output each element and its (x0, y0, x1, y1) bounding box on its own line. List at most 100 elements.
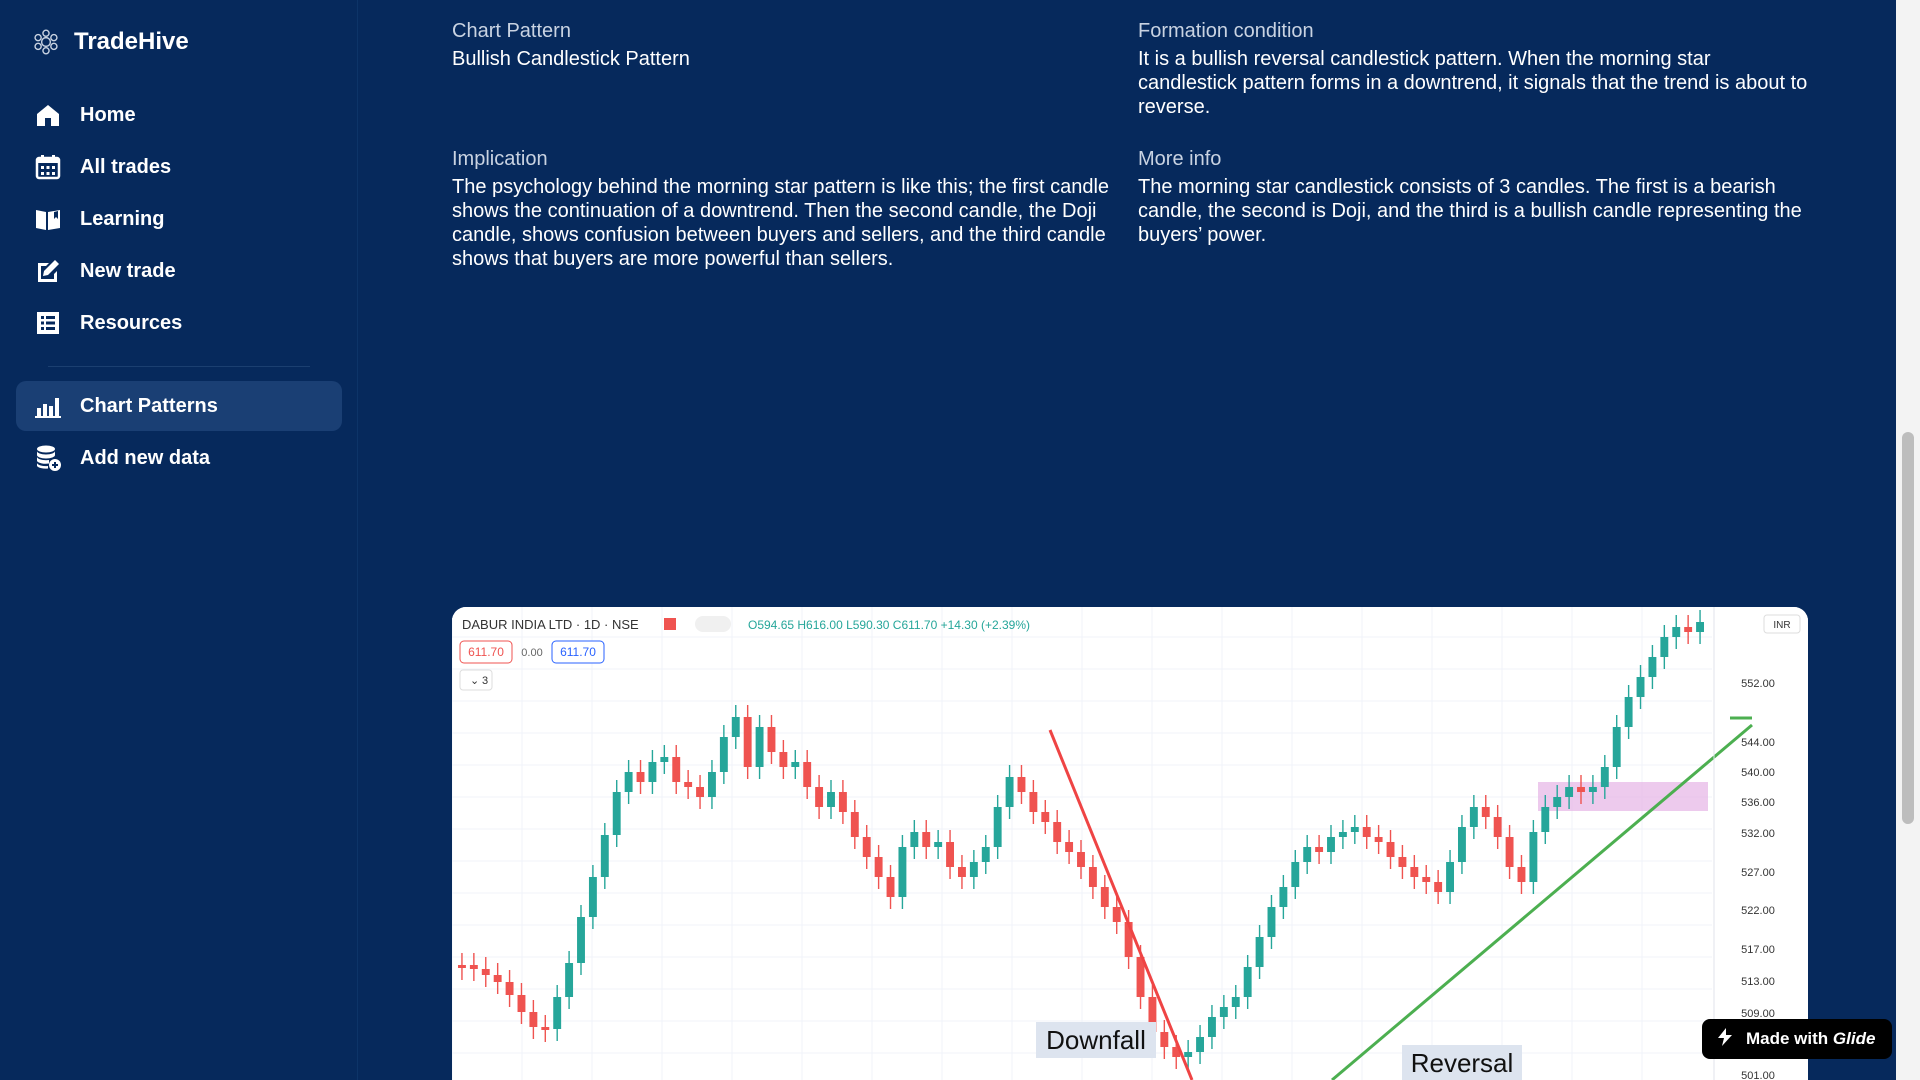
database-add-icon (34, 444, 62, 472)
sidebar-item-label: Resources (80, 311, 183, 334)
candle (743, 705, 752, 779)
candle (648, 750, 657, 794)
candle (1267, 895, 1276, 949)
y-tick-label: 513.00 (1741, 976, 1775, 988)
candle (1672, 615, 1681, 649)
candle (922, 820, 931, 859)
candle (1362, 815, 1371, 849)
app-name: TradeHive (74, 28, 189, 55)
candle (600, 823, 609, 889)
y-tick-label: 536.00 (1741, 797, 1775, 809)
chart-pattern-label: Chart Pattern (452, 20, 571, 42)
more-info-label: More info (1138, 148, 1222, 170)
candle (1184, 1040, 1193, 1069)
candle (529, 1000, 538, 1039)
currency-select[interactable] (1763, 614, 1801, 634)
candle (1041, 800, 1050, 834)
candle (1624, 685, 1633, 739)
candle (1112, 895, 1121, 934)
page-scrollbar[interactable] (1896, 0, 1920, 1080)
candle (815, 775, 824, 819)
candle (672, 745, 681, 794)
buy-price-box[interactable] (551, 640, 605, 664)
candle (838, 780, 847, 824)
candle (1100, 875, 1109, 919)
candle (993, 795, 1002, 859)
candle (898, 835, 907, 909)
sidebar-item-learning[interactable]: Learning (16, 194, 342, 244)
candle (934, 830, 943, 859)
sidebar-item-label: Learning (80, 207, 165, 230)
candle (874, 845, 883, 889)
toggle-pill[interactable] (695, 616, 731, 632)
candle (1577, 775, 1585, 804)
currency-label: INR (1773, 620, 1790, 631)
candle (1565, 775, 1574, 809)
y-tick-label: 509.00 (1741, 1008, 1775, 1020)
chart-symbol-header: DABUR INDIA LTD · 1D · NSE (462, 617, 639, 632)
support-zone (1538, 782, 1708, 811)
glide-logo-icon (1714, 1026, 1736, 1053)
candle (969, 850, 978, 889)
candle (1422, 865, 1431, 894)
candle (1208, 1005, 1216, 1049)
candle (1160, 1020, 1169, 1059)
candle (958, 855, 966, 889)
candle (708, 760, 716, 809)
sidebar-item-label: Add new data (80, 446, 211, 469)
downfall-annotation: Downfall (1046, 1025, 1146, 1055)
candle (588, 865, 597, 929)
candle (1255, 925, 1264, 979)
y-tick-label: 540.00 (1741, 767, 1775, 779)
sidebar-item-add-new-data[interactable]: Add new data (16, 433, 342, 483)
downfall-label-box (1036, 1022, 1156, 1058)
candle (1243, 955, 1252, 1009)
scrollbar-thumb[interactable] (1902, 432, 1914, 824)
candle (1553, 785, 1562, 819)
sidebar-item-chart-patterns[interactable]: Chart Patterns (16, 381, 342, 431)
candle (1434, 870, 1443, 904)
candle (886, 865, 895, 909)
chart-pattern-field: Chart Pattern Bullish Candlestick Patter… (452, 20, 1122, 71)
candle (1612, 715, 1621, 779)
candle (1588, 775, 1597, 804)
candle (696, 775, 704, 809)
sidebar-item-new-trade[interactable]: New trade (16, 246, 342, 296)
sell-price-box[interactable] (459, 640, 513, 664)
candle (755, 715, 764, 779)
candle (1505, 825, 1514, 879)
home-icon (34, 101, 62, 129)
candle (1315, 835, 1324, 864)
indicator-toggle[interactable] (459, 669, 493, 691)
candle (1303, 835, 1312, 874)
more-info-value: The morning star candlestick consists of… (1138, 176, 1802, 246)
sell-price: 611.70 (468, 645, 504, 659)
candle (684, 770, 693, 799)
candle (1350, 815, 1359, 844)
candle (1481, 795, 1490, 829)
candle (1636, 665, 1645, 709)
y-tick-label: 517.00 (1741, 944, 1775, 956)
y-tick-label: 501.00 (1741, 1070, 1775, 1080)
made-with-glide-badge[interactable]: Made with Glide (1702, 1019, 1892, 1059)
formation-condition-value: It is a bullish reversal candlestick pat… (1138, 48, 1808, 118)
candle (1446, 850, 1454, 904)
candle (1386, 830, 1395, 869)
sidebar-item-home[interactable]: Home (16, 90, 342, 140)
made-with-text: Made with Glide (1746, 1029, 1876, 1048)
candle (1541, 795, 1550, 844)
calendar-icon (34, 153, 62, 181)
candle (1684, 615, 1693, 644)
candle (469, 953, 478, 981)
sidebar-item-resources[interactable]: Resources (16, 298, 342, 348)
app-brand[interactable]: TradeHive (32, 28, 189, 56)
candle (660, 745, 669, 774)
candle (1517, 855, 1526, 894)
candle (1196, 1025, 1204, 1064)
implication-label: Implication (452, 148, 548, 170)
sidebar-item-all-trades[interactable]: All trades (16, 142, 342, 192)
candle (1291, 850, 1300, 899)
downtrend-line (1048, 729, 1194, 1080)
sidebar-nav: Home All trades Learning New trade Resou… (16, 90, 342, 485)
candle (1088, 855, 1097, 899)
